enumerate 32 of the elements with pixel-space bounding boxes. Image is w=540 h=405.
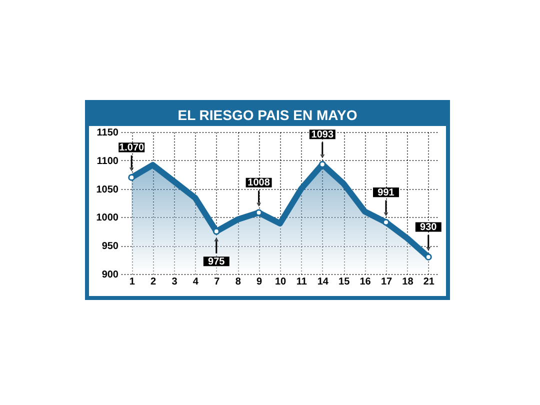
data-label: 975 xyxy=(208,256,226,268)
x-tick-label: 9 xyxy=(256,276,263,288)
x-tick-label: 16 xyxy=(360,276,372,288)
x-tick-label: 1 xyxy=(129,276,136,288)
x-tick-label: 8 xyxy=(235,276,242,288)
y-tick-label: 1150 xyxy=(96,128,119,138)
y-tick-label: 1000 xyxy=(96,212,119,224)
x-tick-label: 18 xyxy=(402,276,414,288)
point xyxy=(424,253,432,260)
y-tick-label: 900 xyxy=(102,270,119,280)
chart-title: EL RIESGO PAIS EN MAYO xyxy=(176,106,358,125)
x-tick-label: 15 xyxy=(338,276,350,288)
data-label: 1093 xyxy=(311,129,334,140)
x-tick-label: 10 xyxy=(274,276,286,288)
x-tick-label: 21 xyxy=(423,276,435,288)
x-tick-label: 11 xyxy=(296,276,308,288)
point xyxy=(128,174,136,181)
x-tick-label: 17 xyxy=(380,276,392,288)
point xyxy=(255,209,262,216)
data-label: 1008 xyxy=(248,178,270,189)
x-tick-label: 2 xyxy=(150,276,157,288)
x-tick-label: 14 xyxy=(317,276,329,288)
data-label: 930 xyxy=(420,222,438,233)
data-label: 991 xyxy=(378,187,395,198)
x-tick-label: 3 xyxy=(172,276,178,288)
x-tick-label: 7 xyxy=(214,276,220,288)
y-tick-label: 1050 xyxy=(96,184,119,196)
x-tick-label: 4 xyxy=(192,276,199,288)
y-tick-label: 1100 xyxy=(96,156,119,167)
data-label: 1.070 xyxy=(119,142,145,154)
point xyxy=(382,218,390,226)
y-tick-label: 950 xyxy=(102,241,119,252)
